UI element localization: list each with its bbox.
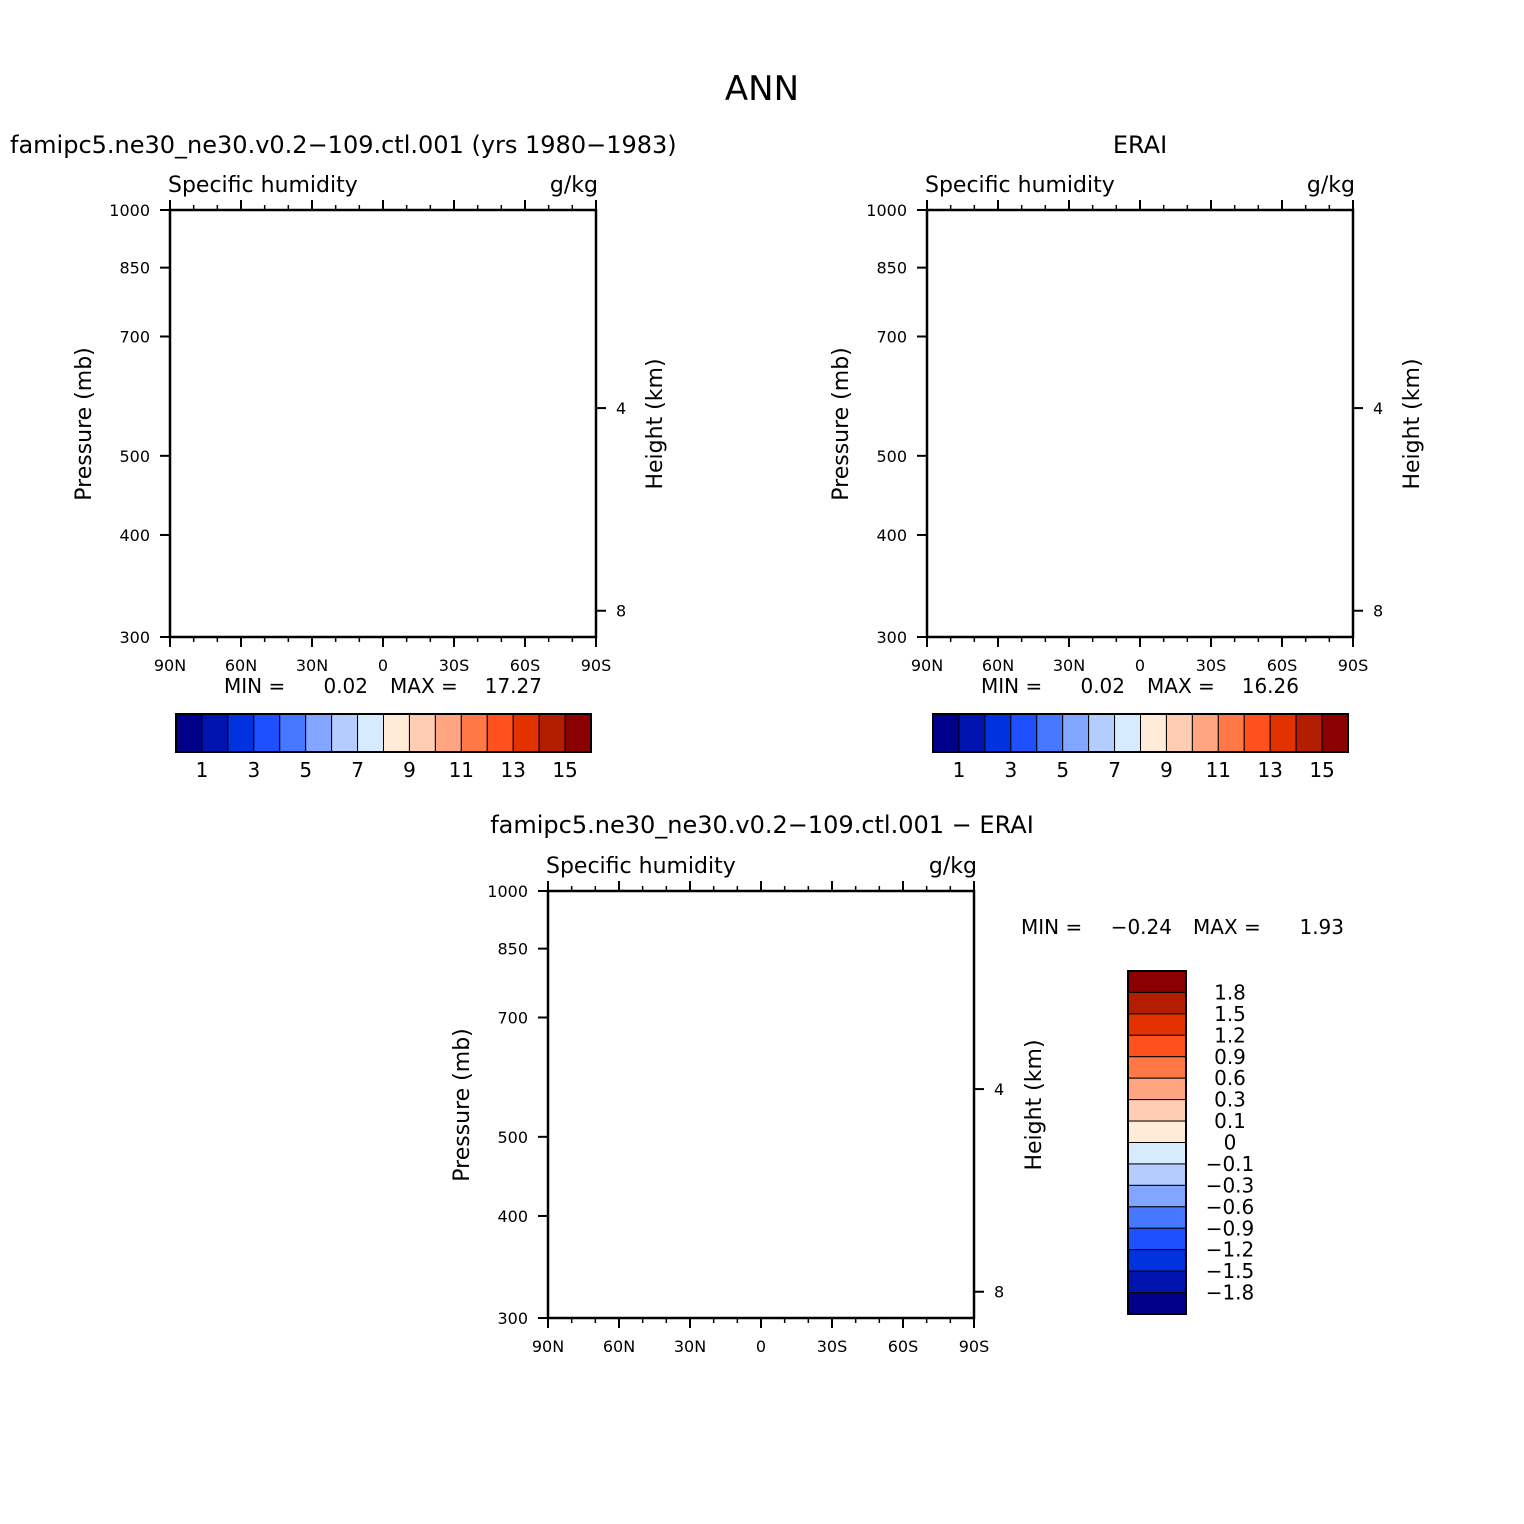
model-max-label: MAX = <box>390 674 458 698</box>
x-tick-label: 0 <box>378 656 388 675</box>
model-ylabel: Pressure (mb) <box>72 347 97 501</box>
colorbar-swatch <box>383 713 410 753</box>
model-colorbar: 1 3 5 7 9 11 13 15 <box>175 713 592 782</box>
x-tick-label: 90S <box>581 656 612 675</box>
x-tick-label: 60N <box>225 656 257 675</box>
panel-obs-units: g/kg <box>1307 173 1355 198</box>
colorbar-swatch <box>357 713 384 753</box>
colorbar-swatch <box>512 713 540 753</box>
colorbar-swatch <box>434 713 462 753</box>
colorbar-label: 3 <box>247 758 260 782</box>
x-tick-label: 30N <box>296 656 328 675</box>
colorbar-label: 1 <box>196 758 209 782</box>
colorbar-swatch <box>538 713 566 753</box>
panel-obs: ERAI Specific humidity g/kg 90N 60N 30N 0 30… <box>829 131 1425 782</box>
colorbar-frame <box>175 713 592 753</box>
colorbar-label: 11 <box>449 758 474 782</box>
panel-model-title: famipc5.ne30_ne30.v0.2−109.ctl.001 (yrs … <box>10 131 677 159</box>
model-min-value: 0.02 <box>323 674 368 698</box>
colorbar-label: 15 <box>552 758 577 782</box>
model-max-value: 17.27 <box>485 674 542 698</box>
y2-tick-label: 4 <box>616 399 626 418</box>
model-axes: 90N 60N 30N 0 30S 60S 90S 300 400 500 700 850 1000 8 4 <box>109 200 626 675</box>
colorbar-swatch <box>408 713 436 753</box>
panel-obs-title: ERAI <box>1113 131 1167 159</box>
colorbar-swatch <box>227 713 255 753</box>
y-tick-label: 300 <box>119 628 150 647</box>
x-tick-label: 30S <box>439 656 470 675</box>
model-contour-fill <box>498 592 596 637</box>
colorbar-swatch <box>305 713 333 753</box>
colorbar-label: 7 <box>351 758 364 782</box>
colorbar-label: 5 <box>299 758 312 782</box>
colorbar-swatch <box>175 713 203 753</box>
colorbar-swatch <box>279 713 307 753</box>
panel-model-left-label: Specific humidity <box>168 173 358 198</box>
panel-model: famipc5.ne30_ne30.v0.2−109.ctl.001 (yrs … <box>10 131 677 782</box>
panel-model-units: g/kg <box>550 173 598 198</box>
model-axes-frame <box>168 208 598 639</box>
colorbar-swatch <box>460 713 488 753</box>
y-tick-label: 400 <box>119 526 150 545</box>
colorbar-label: 9 <box>403 758 416 782</box>
y-tick-label: 850 <box>119 259 150 278</box>
colorbar-swatch <box>253 713 281 753</box>
model-fill-missing-mask <box>498 592 596 637</box>
y-tick-label: 700 <box>119 327 150 346</box>
panel-obs-left-label: Specific humidity <box>925 173 1115 198</box>
colorbar-label: 13 <box>500 758 525 782</box>
model-min-label: MIN = <box>224 674 285 698</box>
y-tick-label: 500 <box>119 447 150 466</box>
colorbar-swatch <box>201 713 229 753</box>
colorbar-swatch <box>564 713 592 753</box>
figure-title: ANN <box>725 69 799 109</box>
colorbar-swatch <box>486 713 514 753</box>
x-tick-label: 90N <box>154 656 186 675</box>
x-tick-label: 60S <box>510 656 541 675</box>
y2-tick-label: 8 <box>616 602 626 621</box>
y-tick-label: 1000 <box>109 201 150 220</box>
colorbar-swatch <box>331 713 359 753</box>
model-y2label: Height (km) <box>643 358 668 489</box>
